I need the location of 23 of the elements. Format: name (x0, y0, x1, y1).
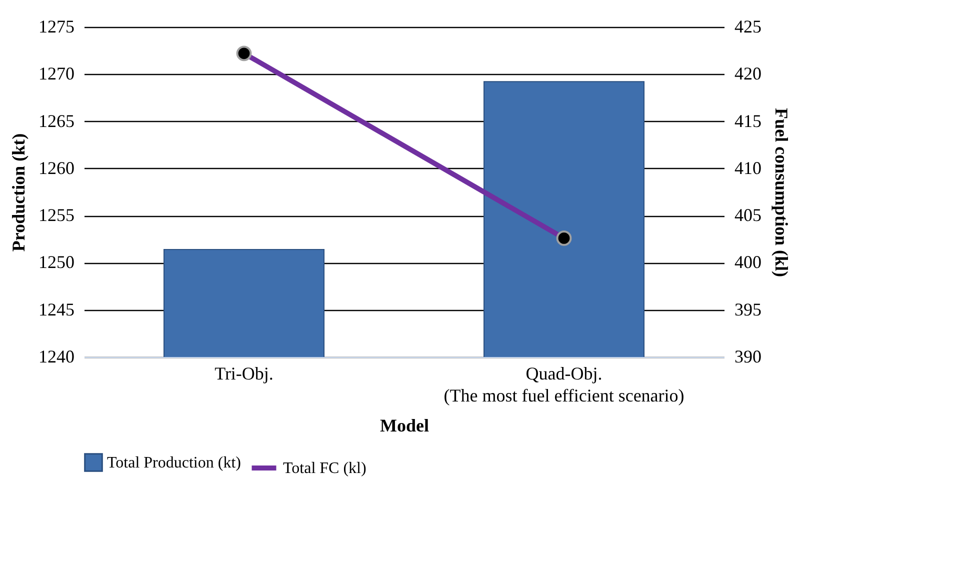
x-tick-label: Tri-Obj. (214, 364, 274, 384)
y2-tick-label: 400 (734, 252, 762, 272)
y-tick-label: 1245 (38, 299, 74, 320)
y2-tick-label: 405 (734, 205, 762, 226)
y2-tick-label: 420 (734, 64, 762, 84)
y-tick-label: 1255 (38, 205, 74, 226)
y2-tick-label: 395 (734, 299, 762, 320)
y-axis-title: Production (kt) (8, 133, 28, 252)
y2-tick-label: 425 (734, 16, 762, 36)
y-tick-label: 1275 (38, 16, 74, 36)
y-tick-label: 1240 (38, 346, 74, 366)
legend-label: Total FC (kl) (283, 460, 366, 477)
y-tick-label: 1270 (38, 64, 74, 84)
y-tick-label: 1265 (38, 110, 74, 131)
y2-tick-label: 410 (734, 158, 762, 178)
legend-label: Total Production (kt) (107, 454, 241, 472)
y2-axis-title: Fuel consumption (kl) (772, 108, 792, 278)
x-axis-title: Model (380, 416, 429, 436)
y2-tick-label: 415 (734, 110, 762, 131)
y2-tick-label: 390 (734, 346, 762, 366)
x-tick-label: Quad-Obj. (The most fuel efficient scenario) (444, 364, 684, 406)
y-tick-label: 1250 (38, 252, 74, 272)
y-tick-label: 1260 (38, 158, 74, 178)
